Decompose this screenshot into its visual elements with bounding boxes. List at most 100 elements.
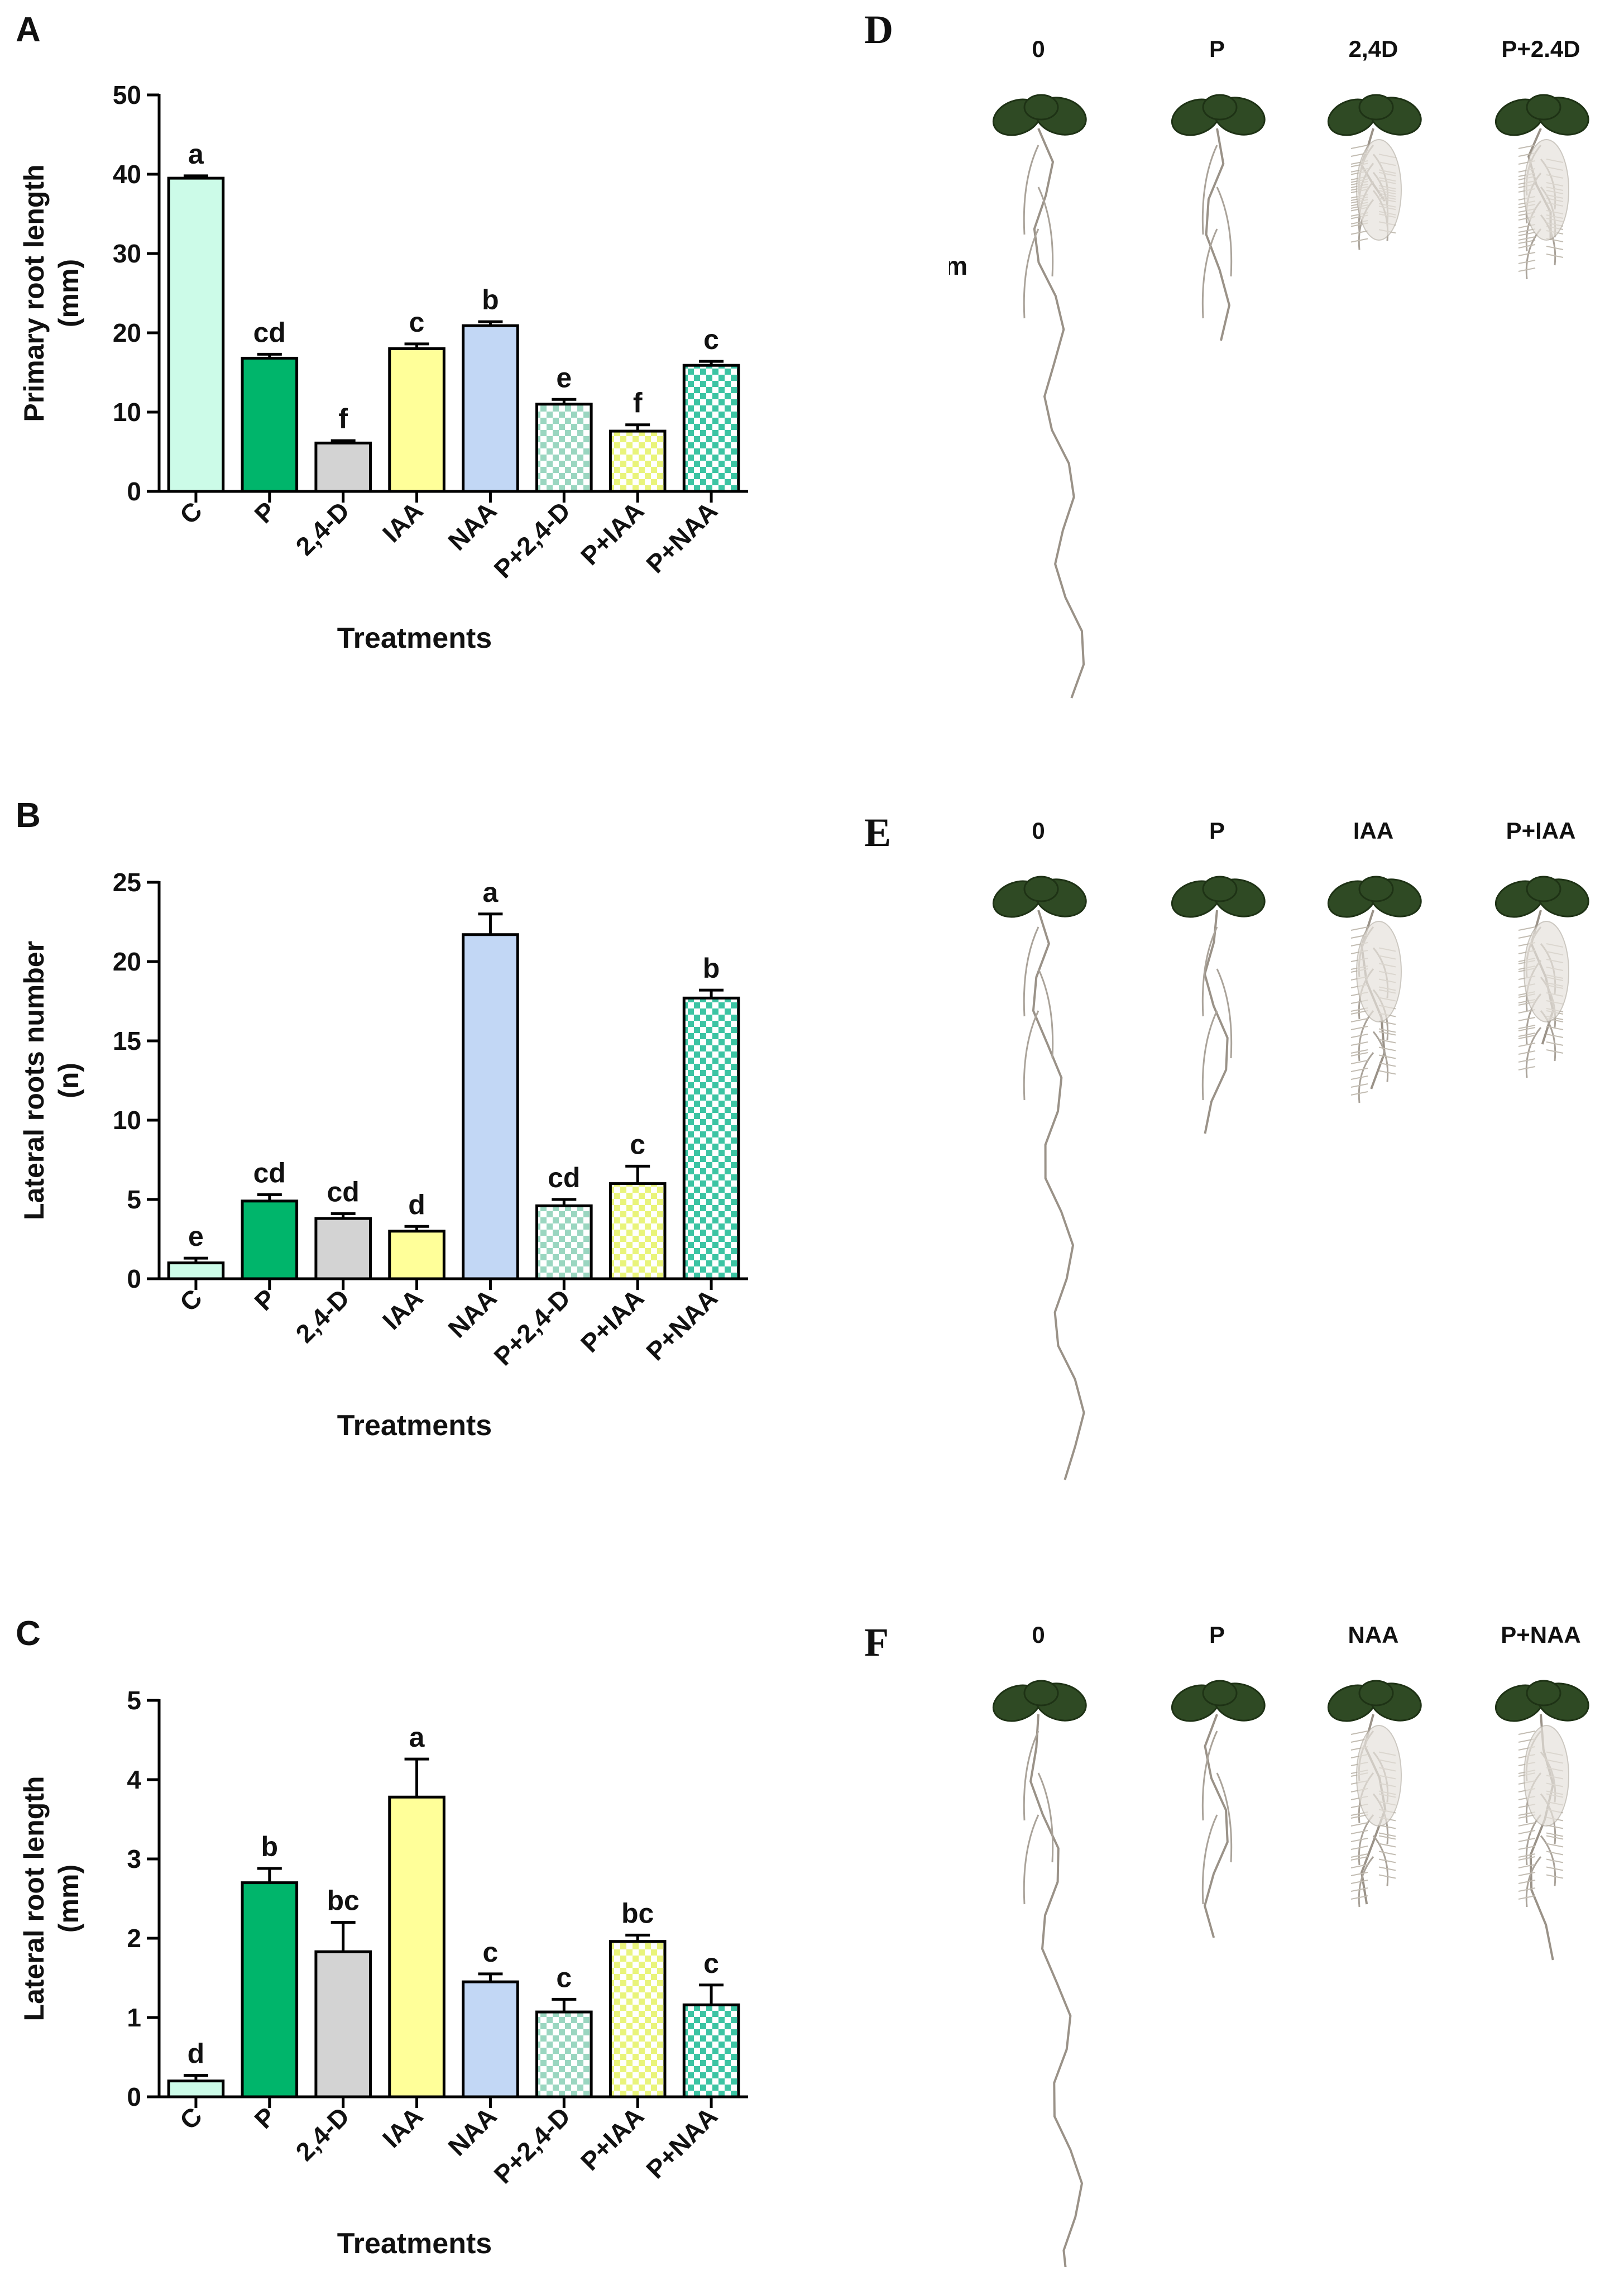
photo-panel-e: 0 P IAA P+IAA bbox=[992, 818, 1589, 1480]
category-label-c: C bbox=[174, 496, 208, 529]
bar-p bbox=[241, 1881, 299, 2098]
bar-naa bbox=[462, 1980, 519, 2098]
y-tick-label: 20 bbox=[113, 947, 141, 976]
y-axis-label: Lateral roots number (n) bbox=[18, 941, 84, 1220]
category-label-p: P bbox=[248, 496, 281, 528]
bar-iaa bbox=[388, 347, 445, 493]
y-tick-label: 0 bbox=[127, 1264, 141, 1293]
bar-p-iaa bbox=[609, 1182, 667, 1280]
photo-label-naa: NAA bbox=[1348, 1622, 1399, 1648]
photo-label-p: P bbox=[1209, 36, 1225, 62]
y-tick-label: 1 bbox=[127, 2003, 141, 2032]
y-tick-label: 25 bbox=[113, 868, 141, 897]
y-tick-label: 15 bbox=[113, 1026, 141, 1055]
sig-letter-naa: c bbox=[483, 1937, 499, 1968]
photo-panel-f: 0 P NAA P+NAA bbox=[992, 1622, 1589, 2267]
bar-2-4-d bbox=[314, 1950, 372, 2098]
sig-letter-c: d bbox=[188, 2038, 205, 2069]
bar-iaa bbox=[388, 1795, 445, 2098]
scale-bar-label: 0.5 cm bbox=[949, 251, 967, 280]
sig-letter-p-naa: c bbox=[703, 324, 719, 355]
photo-label-p-iaa: P+IAA bbox=[1506, 818, 1576, 844]
category-label-p-2-4-d: P+2,4-D bbox=[488, 496, 576, 584]
x-axis-label: Treatments bbox=[337, 622, 492, 654]
bar-2-4-d bbox=[314, 441, 372, 493]
y-tick-label: 2 bbox=[127, 1924, 141, 1953]
bar-iaa bbox=[388, 1230, 445, 1280]
photo-label-0: 0 bbox=[1032, 36, 1045, 62]
sig-letter-p: b bbox=[261, 1831, 279, 1862]
photo-panel-d: 0 P 2,4D P+2.4D 0.5 cm bbox=[949, 36, 1589, 699]
category-label-naa: NAA bbox=[442, 1283, 502, 1343]
panel-label-d: D bbox=[864, 7, 893, 52]
sig-letter-p-iaa: bc bbox=[621, 1897, 654, 1929]
sig-letter-p-2-4-d: c bbox=[556, 1962, 572, 1993]
bar-p-2-4-d bbox=[535, 2010, 593, 2098]
sig-letter-p: cd bbox=[253, 1157, 286, 1188]
sig-letter-p-iaa: c bbox=[630, 1129, 645, 1160]
category-label-p-naa: P+NAA bbox=[640, 496, 723, 579]
bar-c bbox=[167, 2080, 225, 2098]
bar-naa bbox=[462, 933, 519, 1280]
seedling-iaa bbox=[1327, 876, 1422, 1103]
seedling-0 bbox=[992, 1680, 1087, 2267]
category-label-p-iaa: P+IAA bbox=[575, 1283, 649, 1357]
photo-label-0: 0 bbox=[1032, 1622, 1045, 1648]
photo-label-0: 0 bbox=[1032, 818, 1045, 844]
chart-a: 0 10 20 30 40 50 Primary root length (mm) a Ccd Pf… bbox=[18, 80, 748, 654]
bar-p-iaa bbox=[609, 429, 667, 493]
sig-letter-p: cd bbox=[253, 317, 286, 348]
sig-letter-c: a bbox=[188, 138, 204, 170]
sig-letter-p-2-4-d: cd bbox=[548, 1162, 580, 1193]
y-tick-label: 5 bbox=[127, 1686, 141, 1715]
seedling-p-iaa bbox=[1494, 876, 1589, 1078]
sig-letter-naa: a bbox=[483, 877, 499, 908]
bar-c bbox=[167, 176, 225, 493]
y-tick-label: 4 bbox=[127, 1765, 141, 1794]
category-label-p: P bbox=[248, 2101, 281, 2134]
panel-label-a: A bbox=[16, 11, 41, 49]
bar-2-4-d bbox=[314, 1217, 372, 1280]
photo-label-p-2-4d: P+2.4D bbox=[1501, 36, 1580, 62]
category-label-2-4-d: 2,4-D bbox=[290, 1283, 354, 1348]
seedling-p bbox=[1171, 94, 1266, 341]
sig-letter-2-4-d: f bbox=[338, 403, 348, 434]
x-axis-label: Treatments bbox=[337, 2227, 492, 2260]
category-label-p-2-4-d: P+2,4-D bbox=[488, 1283, 576, 1371]
seedling-p bbox=[1171, 1680, 1266, 1938]
sig-letter-p-naa: c bbox=[703, 1948, 719, 1979]
panel-label-c: C bbox=[16, 1614, 41, 1653]
seedling-0 bbox=[992, 94, 1087, 699]
category-label-p-iaa: P+IAA bbox=[575, 2101, 649, 2176]
y-tick-label: 0 bbox=[127, 477, 141, 506]
sig-letter-2-4-d: cd bbox=[327, 1177, 360, 1208]
panel-label-e: E bbox=[864, 810, 892, 855]
y-axis-label: Lateral root length (mm) bbox=[18, 1776, 84, 2021]
y-tick-label: 40 bbox=[113, 160, 141, 189]
bar-p-naa bbox=[682, 996, 740, 1280]
sig-letter-iaa: c bbox=[409, 307, 425, 338]
bar-p bbox=[241, 1199, 299, 1280]
sig-letter-c: e bbox=[188, 1221, 204, 1252]
category-label-p-iaa: P+IAA bbox=[575, 496, 649, 570]
sig-letter-p-naa: b bbox=[703, 953, 720, 984]
seedling-p-2-4d bbox=[1494, 94, 1589, 280]
y-tick-label: 50 bbox=[113, 80, 141, 109]
bar-p-naa bbox=[682, 364, 740, 493]
photo-label-iaa: IAA bbox=[1353, 818, 1393, 844]
category-label-p-naa: P+NAA bbox=[640, 2101, 723, 2184]
sig-letter-p-2-4-d: e bbox=[556, 362, 572, 393]
x-axis-label: Treatments bbox=[337, 1409, 492, 1442]
seedling-naa bbox=[1327, 1680, 1422, 1908]
category-label-p-2-4-d: P+2,4-D bbox=[488, 2101, 576, 2189]
photo-label-p: P bbox=[1209, 818, 1225, 844]
photo-label-p-naa: P+NAA bbox=[1501, 1622, 1581, 1648]
bar-c bbox=[167, 1261, 225, 1280]
category-label-iaa: IAA bbox=[377, 1283, 429, 1335]
sig-letter-2-4-d: bc bbox=[327, 1885, 360, 1916]
y-tick-label: 10 bbox=[113, 1106, 141, 1135]
photo-label-2-4d: 2,4D bbox=[1349, 36, 1398, 62]
category-label-iaa: IAA bbox=[377, 2101, 429, 2153]
